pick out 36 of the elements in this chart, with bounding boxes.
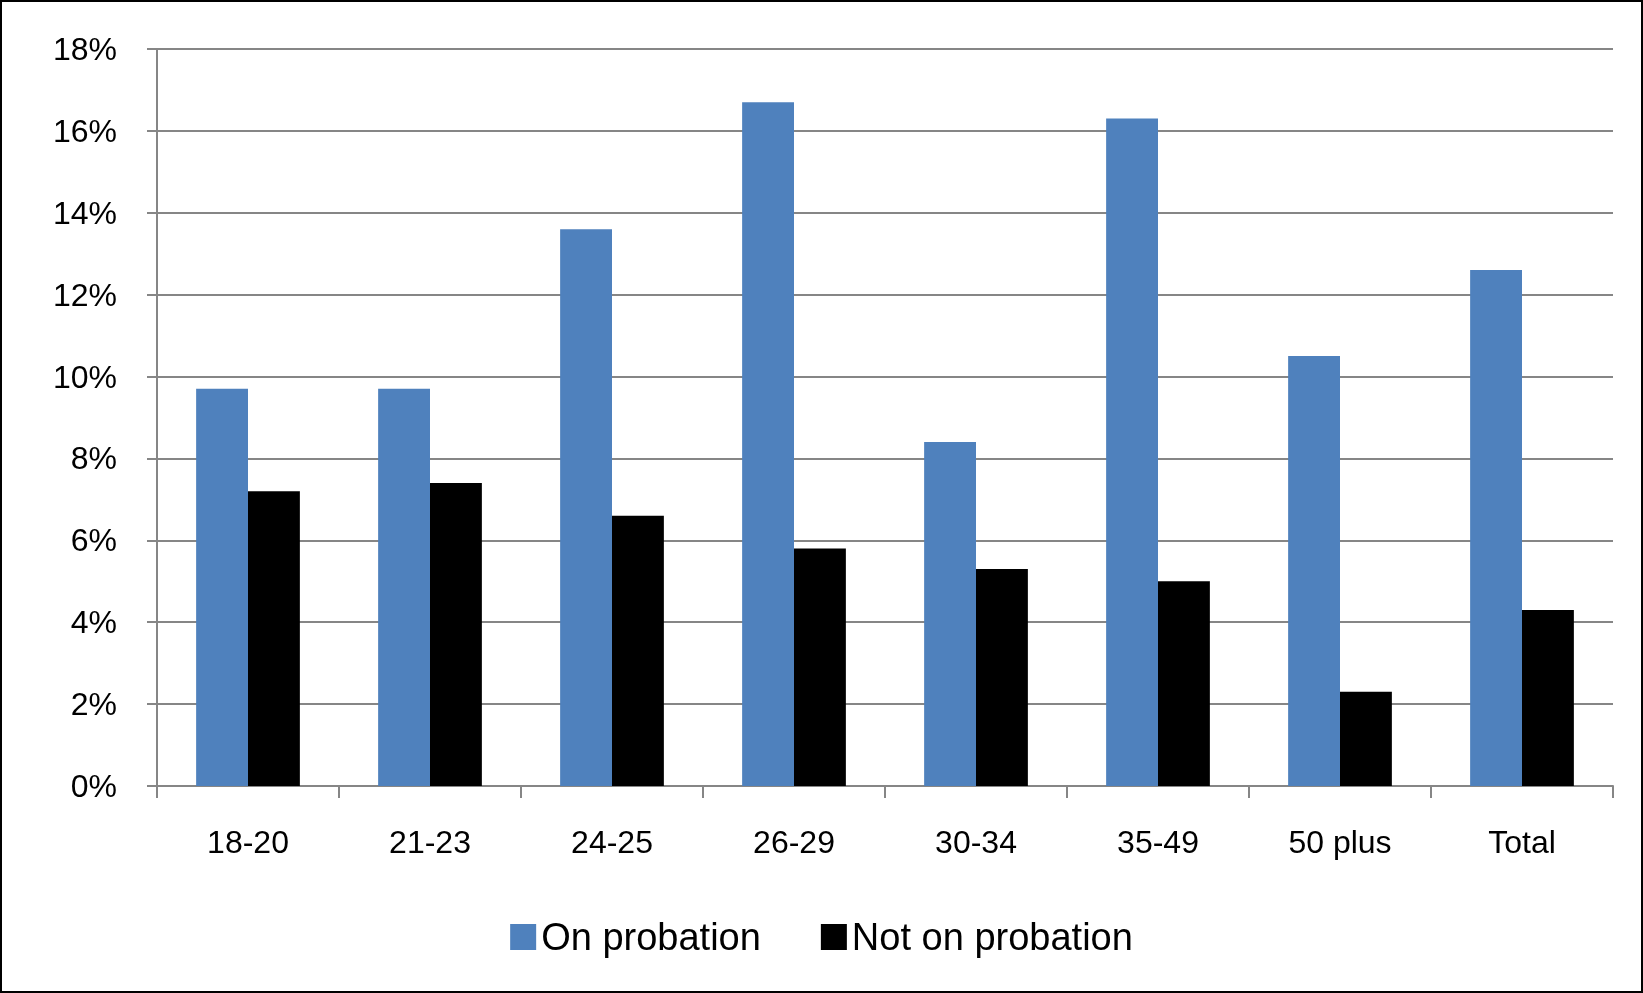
x-tick-label: 21-23: [389, 824, 471, 860]
bar: [1470, 270, 1522, 786]
bar: [924, 442, 976, 786]
x-tick-label: 50 plus: [1288, 824, 1392, 860]
y-tick-label: 14%: [52, 194, 117, 231]
y-tick-label: 4%: [70, 604, 117, 641]
bar: [430, 483, 482, 786]
bar: [196, 388, 248, 786]
y-tick-label: 6%: [70, 522, 117, 559]
bar: [612, 515, 664, 786]
y-tick-label: 12%: [52, 276, 117, 313]
x-tick-label: Total: [1488, 824, 1556, 860]
bar: [1106, 118, 1158, 786]
x-tick-label: 35-49: [1117, 824, 1199, 860]
bar: [1158, 581, 1210, 786]
bar: [1340, 691, 1392, 786]
bar: [378, 388, 430, 786]
bar: [248, 491, 300, 786]
y-tick-label: 0%: [70, 768, 117, 804]
bar: [560, 229, 612, 786]
y-tick-label: 10%: [52, 358, 117, 395]
bar: [1522, 609, 1574, 786]
bar: [794, 548, 846, 786]
y-tick-label: 2%: [70, 686, 117, 723]
y-tick-label: 18%: [52, 31, 117, 67]
x-tick-label: 24-25: [571, 824, 653, 860]
x-tick-label: 30-34: [935, 824, 1017, 860]
x-tick-label: 26-29: [753, 824, 835, 860]
bar: [742, 102, 794, 786]
bar: [976, 568, 1028, 786]
y-tick-label: 16%: [52, 112, 117, 149]
y-tick-label: 8%: [70, 440, 117, 477]
bar: [1288, 356, 1340, 786]
legend-label: Not on probation: [851, 916, 1133, 958]
legend-label: On probation: [541, 916, 761, 958]
x-tick-label: 18-20: [207, 824, 289, 860]
